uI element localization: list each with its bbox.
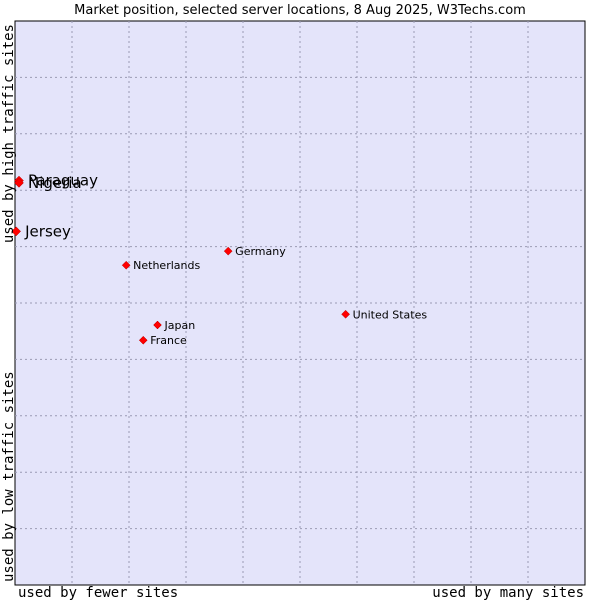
- y-axis-low-label: used by low traffic sites: [1, 371, 17, 582]
- data-point-nigeria: [14, 178, 24, 188]
- data-label-paraguay: Paraguay: [28, 172, 98, 190]
- data-point-japan: [153, 320, 162, 330]
- data-label-netherlands: Netherlands: [133, 259, 200, 272]
- data-label-united-states: United States: [353, 308, 428, 321]
- data-point-germany: [223, 246, 233, 256]
- data-label-japan: Japan: [164, 319, 196, 332]
- data-label-nigeria: Nigeria: [28, 174, 82, 192]
- data-point-jersey: [11, 226, 21, 237]
- data-label-germany: Germany: [235, 245, 286, 258]
- grid-lines: [15, 21, 585, 585]
- data-point-united-states: [341, 309, 350, 319]
- x-axis-low-label: used by fewer sites: [18, 585, 178, 600]
- data-label-france: France: [150, 334, 187, 347]
- data-label-jersey: Jersey: [24, 222, 71, 240]
- y-axis-high-label: used by high traffic sites: [1, 24, 17, 243]
- x-axis-high-label: used by many sites: [432, 585, 584, 600]
- data-point-netherlands: [121, 260, 131, 270]
- chart-title: Market position, selected server locatio…: [74, 3, 526, 18]
- data-point-france: [138, 335, 148, 345]
